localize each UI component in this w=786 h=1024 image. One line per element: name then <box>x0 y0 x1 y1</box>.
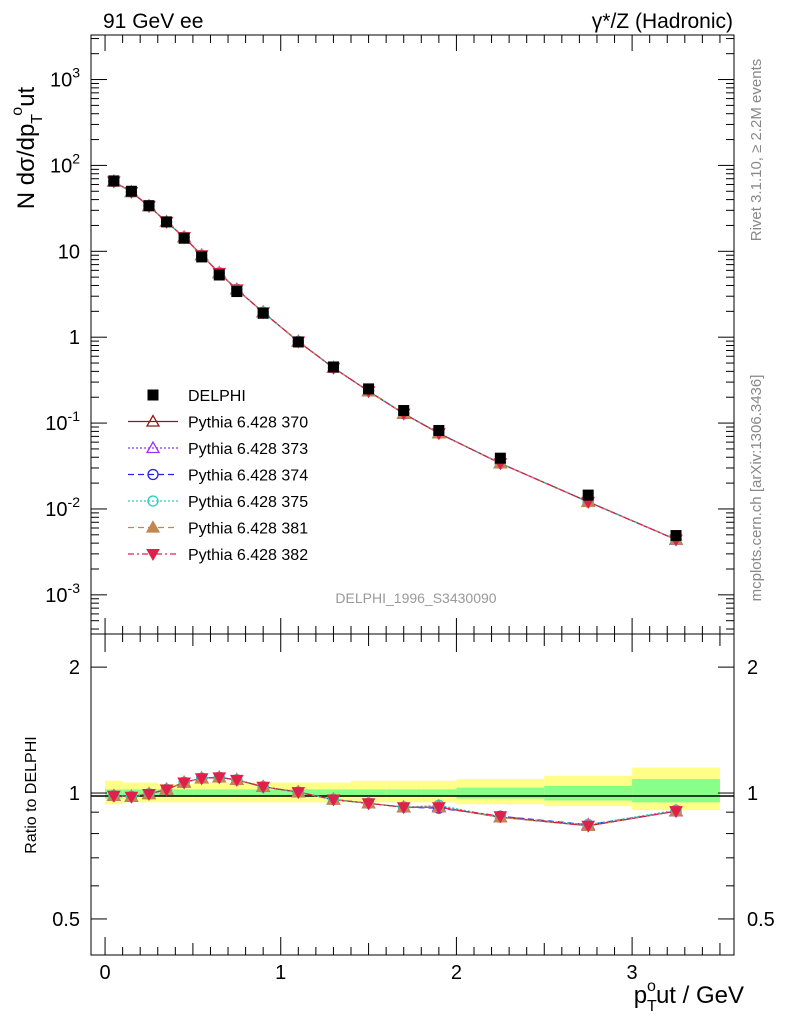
legend-label: Pythia 6.428 382 <box>188 547 308 564</box>
ratio-y-tick-label-right: 0.5 <box>747 909 775 931</box>
data-point <box>398 405 410 417</box>
data-point <box>292 336 304 348</box>
ratio-series-point <box>212 772 227 785</box>
series-line <box>113 180 677 541</box>
legend-label: DELPHI <box>188 388 246 405</box>
x-tick-label: 0 <box>99 962 110 984</box>
ratio-series-point <box>493 811 508 824</box>
main-panel: 10-3 10-2 10-1 1 10 102 103 DELPHI_1996_S34300… <box>45 34 735 635</box>
ratio-series-point <box>291 787 306 800</box>
data-point <box>196 251 208 263</box>
data-point <box>670 530 682 542</box>
ratio-y-tick-label-right: 2 <box>747 657 758 679</box>
data-point <box>178 232 190 244</box>
ratio-y-axis-title: Ratio to DELPHI <box>23 736 40 853</box>
series-line <box>113 180 677 541</box>
data-point <box>231 286 243 298</box>
legend-label: Pythia 6.428 381 <box>188 521 308 538</box>
data-point <box>363 383 375 395</box>
band-inner <box>386 789 422 797</box>
y-tick-label: 10-3 <box>45 580 80 607</box>
y-tick-label: 10 <box>58 241 80 263</box>
ratio-series-point <box>124 791 139 804</box>
mcplots-label: mcplots.cern.ch [arXiv:1306.3436] <box>748 375 765 602</box>
data-point <box>125 185 137 197</box>
ratio-series-point <box>431 802 446 815</box>
ratio-series-point <box>229 774 244 787</box>
ratio-series-point <box>256 781 271 794</box>
data-point <box>108 175 120 187</box>
main-y-axis-title: N dσ/dpTout <box>9 86 46 209</box>
x-axis-title: pTout / GeV <box>634 978 744 1015</box>
ratio-panel: 0.5 0.5 1 1 2 2 0 1 2 3 <box>52 633 775 984</box>
ratio-series-point <box>106 790 121 803</box>
y-tick-label: 102 <box>50 150 80 177</box>
legend-marker <box>147 468 159 481</box>
data-point <box>143 200 155 212</box>
band-inner <box>228 789 246 797</box>
ratio-y-tick-label: 2 <box>69 657 80 679</box>
band-inner <box>351 789 387 797</box>
ratio-series-point <box>669 806 683 819</box>
x-tick-label: 2 <box>451 962 462 984</box>
band-inner <box>456 787 545 799</box>
legend-label: Pythia 6.428 374 <box>188 468 308 485</box>
ratio-series-line <box>113 776 677 827</box>
band-inner <box>632 779 720 803</box>
y-tick-label: 1 <box>69 327 80 349</box>
ratio-series-point <box>159 784 174 797</box>
legend-marker <box>145 414 161 427</box>
series-line <box>113 180 677 541</box>
ratio-series-point <box>142 788 156 801</box>
data-point <box>433 424 445 436</box>
main-frame <box>90 34 735 635</box>
data-point <box>327 361 339 373</box>
ratio-series-point <box>396 802 411 815</box>
analysis-label: DELPHI_1996_S3430090 <box>335 590 496 606</box>
ratio-series-point <box>194 773 209 786</box>
ratio-series-point <box>361 798 376 811</box>
y-tick-label: 103 <box>50 65 80 92</box>
ratio-frame <box>90 633 735 956</box>
ratio-series-point <box>326 794 341 807</box>
x-tick-label: 3 <box>627 962 638 984</box>
series-line <box>113 180 677 541</box>
data-point <box>213 269 225 281</box>
header-left: 91 GeV ee <box>103 10 203 33</box>
series-line <box>113 180 677 541</box>
y-tick-label: 10-1 <box>45 408 80 435</box>
ratio-y-tick-label-right: 1 <box>747 783 758 805</box>
band-inner <box>192 789 211 797</box>
band-inner <box>421 789 457 797</box>
data-point <box>257 307 269 319</box>
band-inner <box>210 789 229 797</box>
ratio-series-point <box>177 777 191 790</box>
legend: DELPHI Pythia 6.428 370 Pythia 6.428 373 Py… <box>128 388 308 564</box>
ratio-y-tick-label: 0.5 <box>52 909 80 931</box>
legend-marker <box>147 389 159 401</box>
header-right: γ*/Z (Hadronic) <box>592 10 733 33</box>
rivet-label: Rivet 3.1.10, ≥ 2.2M events <box>748 59 765 242</box>
legend-label: Pythia 6.428 370 <box>188 415 308 432</box>
band-inner <box>544 785 633 801</box>
data-point <box>161 216 173 228</box>
legend-label: Pythia 6.428 373 <box>188 441 308 458</box>
x-tick-label: 1 <box>275 962 286 984</box>
legend-marker <box>146 549 160 562</box>
legend-label: Pythia 6.428 375 <box>188 494 308 511</box>
ratio-y-tick-label: 1 <box>69 783 80 805</box>
data-point <box>494 452 506 464</box>
legend-marker <box>145 440 161 454</box>
series-line <box>113 180 677 541</box>
legend-marker <box>145 520 161 533</box>
y-tick-label: 10-2 <box>45 494 80 521</box>
ratio-series-point <box>581 820 596 833</box>
legend-marker <box>147 495 159 507</box>
data-point <box>582 489 594 501</box>
band-inner <box>175 789 193 797</box>
